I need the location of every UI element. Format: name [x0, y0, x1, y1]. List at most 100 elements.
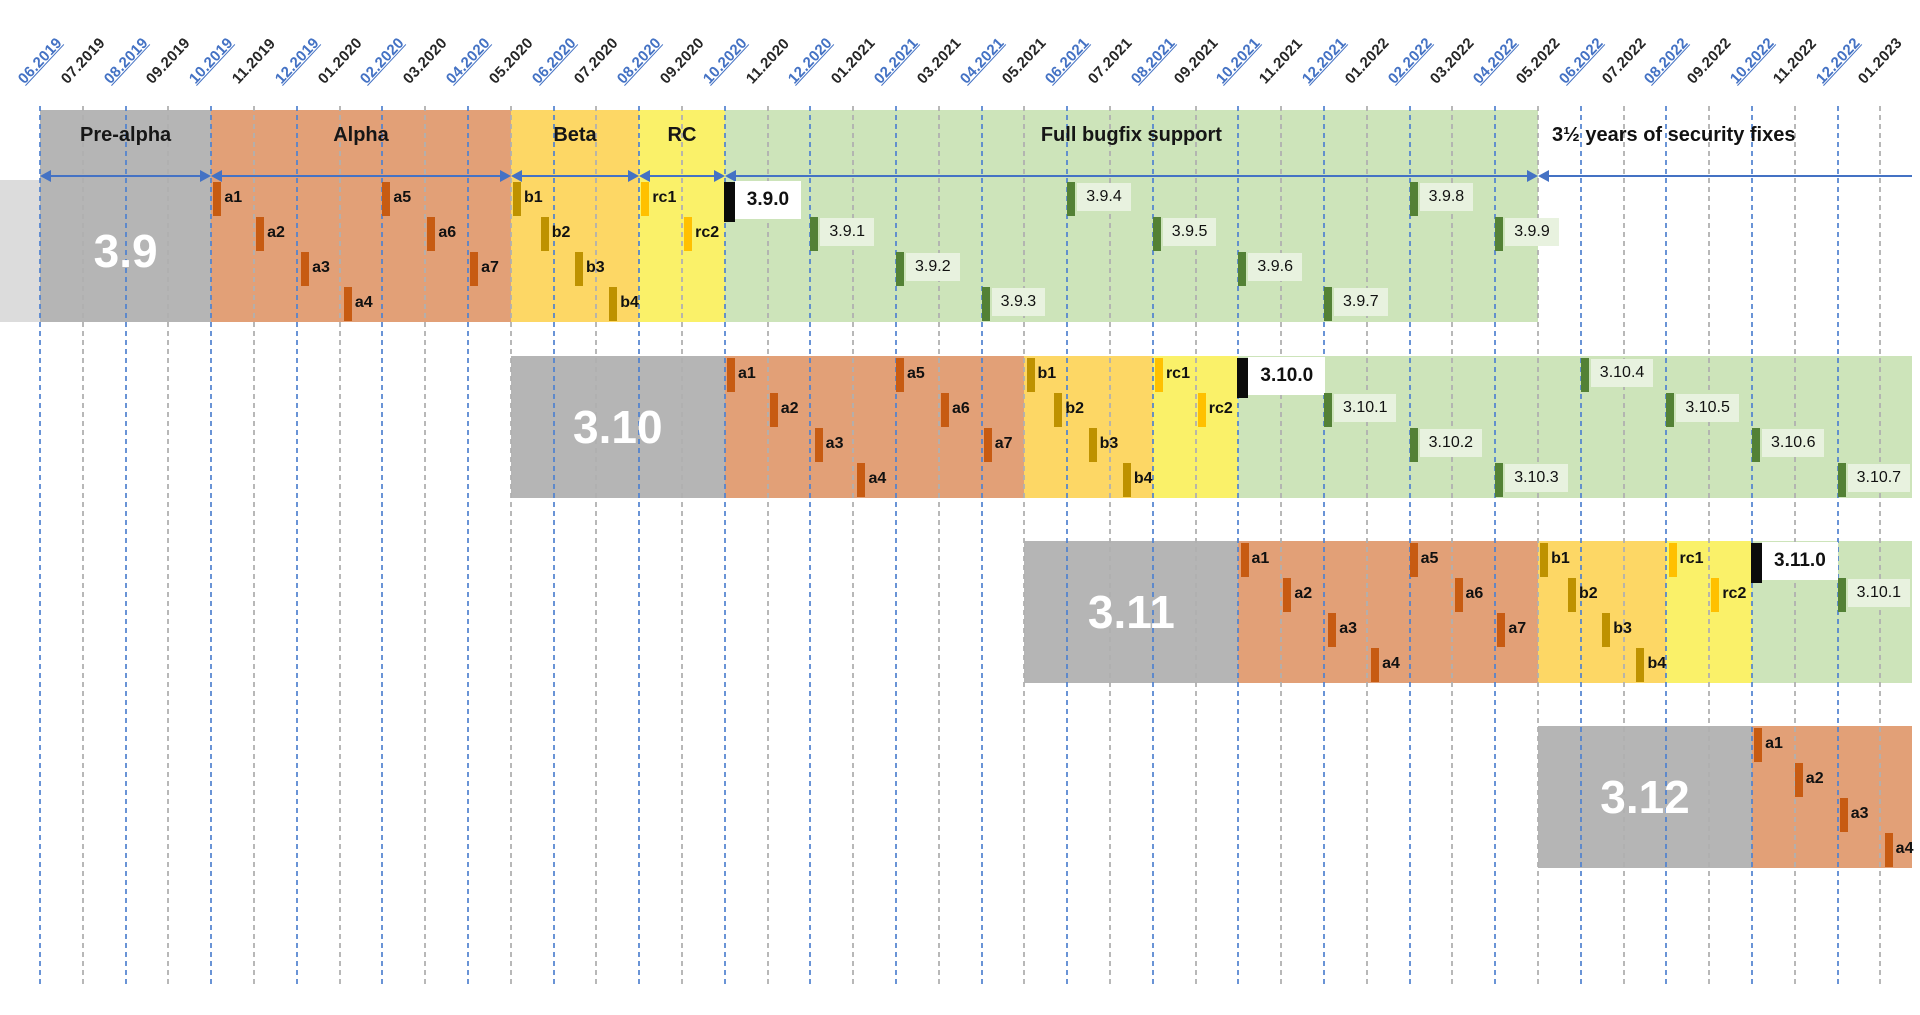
phase-arrow-beta — [510, 170, 640, 182]
gridline-blue-02.2020 — [381, 106, 384, 985]
milestone-3.9-a2-label: a2 — [267, 224, 285, 241]
milestone-3.9-b3-bar — [575, 252, 583, 286]
month-label-01.2023: 01.2023 — [1855, 34, 1907, 88]
month-label-04.2021[interactable]: 04.2021 — [956, 34, 1008, 88]
month-label-11.2019: 11.2019 — [228, 35, 280, 88]
month-label-03.2021: 03.2021 — [913, 34, 965, 88]
milestone-3.10-b4-bar — [1122, 463, 1131, 497]
month-label-06.2020[interactable]: 06.2020 — [528, 34, 580, 88]
gridline-gray-01.2022 — [1365, 106, 1368, 985]
milestone-3.10-a2-bar — [769, 393, 778, 427]
milestone-3.10-a4-bar — [857, 463, 866, 497]
month-label-11.2020: 11.2020 — [742, 35, 793, 88]
milestone-3.9-3.9.8-bar — [1409, 182, 1418, 216]
arrow-right-icon — [713, 170, 725, 182]
milestone-3.9-3.9.2-label: 3.9.2 — [906, 253, 960, 281]
month-label-02.2021[interactable]: 02.2021 — [870, 34, 922, 88]
milestone-3.10-a7-label: a7 — [994, 435, 1013, 452]
month-label-06.2022[interactable]: 06.2022 — [1555, 34, 1607, 88]
milestone-3.9-a6-bar — [427, 217, 436, 251]
milestone-3.10-b1-label: b1 — [1037, 365, 1057, 382]
milestone-3.10-b1-bar — [1026, 358, 1035, 392]
gridline-blue-12.2020 — [809, 106, 812, 985]
month-label-04.2022[interactable]: 04.2022 — [1470, 34, 1521, 88]
gridline-gray-09.2021 — [1194, 106, 1197, 985]
milestone-3.11-a2-label: a2 — [1294, 585, 1313, 602]
month-label-12.2022[interactable]: 12.2022 — [1812, 34, 1864, 88]
milestone-3.11-a2-bar — [1283, 578, 1292, 612]
milestone-3.9-a4-bar — [343, 287, 352, 321]
gridline-gray-07.2020 — [595, 106, 598, 985]
month-label-01.2022: 01.2022 — [1341, 34, 1393, 88]
gridline-gray-07.2021 — [1109, 106, 1111, 985]
security-fixes-arrow — [1538, 170, 1912, 182]
milestone-3.10-a3-label: a3 — [825, 435, 844, 452]
milestone-3.9-a3-bar — [301, 252, 310, 286]
milestone-3.12-a2-label: a2 — [1805, 770, 1824, 787]
milestone-3.9-a3-label: a3 — [312, 259, 330, 276]
month-label-06.2019[interactable]: 06.2019 — [14, 34, 66, 88]
milestone-3.10-b3-label: b3 — [1099, 435, 1119, 452]
security-arrow-line — [1547, 175, 1912, 177]
gridline-gray-11.2020 — [766, 106, 769, 985]
month-label-10.2019[interactable]: 10.2019 — [186, 34, 237, 88]
milestone-3.10-a1-label: a1 — [737, 365, 756, 382]
month-label-10.2021[interactable]: 10.2021 — [1213, 34, 1265, 88]
arrow-left-icon — [40, 170, 51, 182]
month-label-11.2022: 11.2022 — [1769, 35, 1820, 88]
milestone-3.9-3.9.8-label: 3.9.8 — [1419, 183, 1474, 211]
milestone-3.11-a1-label: a1 — [1251, 550, 1270, 567]
month-label-10.2022[interactable]: 10.2022 — [1726, 34, 1778, 88]
milestone-3.10-3.10.6-bar — [1752, 428, 1760, 462]
gridline-gray-05.2021 — [1023, 106, 1026, 985]
milestone-3.12-a3-label: a3 — [1850, 805, 1869, 822]
milestone-3.9-a5-bar — [382, 182, 391, 216]
arrow-right-icon — [499, 170, 511, 182]
milestone-3.9-b4-label: b4 — [620, 294, 639, 311]
band-3.10-alpha — [724, 356, 1025, 498]
milestone-3.10-rc2-bar — [1197, 393, 1206, 427]
milestone-3.10-3.10.6-label: 3.10.6 — [1762, 429, 1825, 457]
milestone-3.9-3.9.2-bar — [896, 252, 904, 286]
month-label-12.2019[interactable]: 12.2019 — [271, 34, 323, 88]
arrow-left-icon — [1538, 170, 1549, 182]
gridline-blue-04.2021 — [980, 106, 983, 985]
month-label-12.2020[interactable]: 12.2020 — [785, 34, 837, 88]
milestone-3.11-b1-label: b1 — [1551, 550, 1570, 567]
milestone-3.10-3.10.4-label: 3.10.4 — [1590, 359, 1654, 387]
milestone-3.10-a2-label: a2 — [780, 400, 799, 417]
version-label-3.11: 3.11 — [1087, 586, 1175, 638]
month-label-06.2021[interactable]: 06.2021 — [1042, 34, 1093, 88]
milestone-3.9-b1-bar — [512, 182, 521, 216]
milestone-3.11-a3-bar — [1328, 613, 1337, 647]
month-label-02.2020[interactable]: 02.2020 — [357, 34, 409, 88]
gridline-gray-07.2019 — [81, 106, 84, 985]
month-label-02.2022[interactable]: 02.2022 — [1384, 34, 1436, 88]
month-label-10.2020[interactable]: 10.2020 — [699, 34, 751, 88]
milestone-3.10-a5-bar — [896, 358, 904, 392]
gridline-gray-07.2022 — [1622, 106, 1625, 985]
month-label-12.2021[interactable]: 12.2021 — [1298, 34, 1350, 88]
month-label-08.2019[interactable]: 08.2019 — [100, 34, 152, 88]
gridline-blue-04.2020 — [467, 106, 469, 985]
phase-arrow-line — [49, 175, 203, 177]
security-fixes-note: 3½ years of security fixes — [1552, 124, 1796, 146]
milestone-3.11-a5-label: a5 — [1420, 550, 1439, 567]
milestone-3.10-3.10.5-label: 3.10.5 — [1676, 394, 1739, 422]
milestone-3.9-3.9.0-label: 3.9.0 — [734, 181, 802, 219]
milestone-3.11-a5-bar — [1409, 543, 1418, 577]
milestone-3.10-3.10.7-bar — [1837, 463, 1846, 497]
milestone-3.10-3.10.1-label: 3.10.1 — [1334, 394, 1397, 422]
phase-arrow-line — [519, 175, 631, 177]
milestone-3.9-3.9.5-label: 3.9.5 — [1162, 218, 1217, 246]
month-label-04.2020[interactable]: 04.2020 — [442, 34, 494, 88]
month-label-08.2022[interactable]: 08.2022 — [1641, 34, 1693, 88]
gridline-blue-10.2020 — [723, 106, 726, 985]
milestone-3.10-a7-bar — [983, 428, 992, 462]
month-label-01.2020: 01.2020 — [314, 34, 366, 88]
month-label-08.2020[interactable]: 08.2020 — [614, 34, 665, 88]
milestone-3.9-b2-label: b2 — [551, 224, 571, 241]
band-3.11-pre-alpha — [1024, 541, 1239, 683]
month-label-08.2021[interactable]: 08.2021 — [1127, 34, 1179, 88]
